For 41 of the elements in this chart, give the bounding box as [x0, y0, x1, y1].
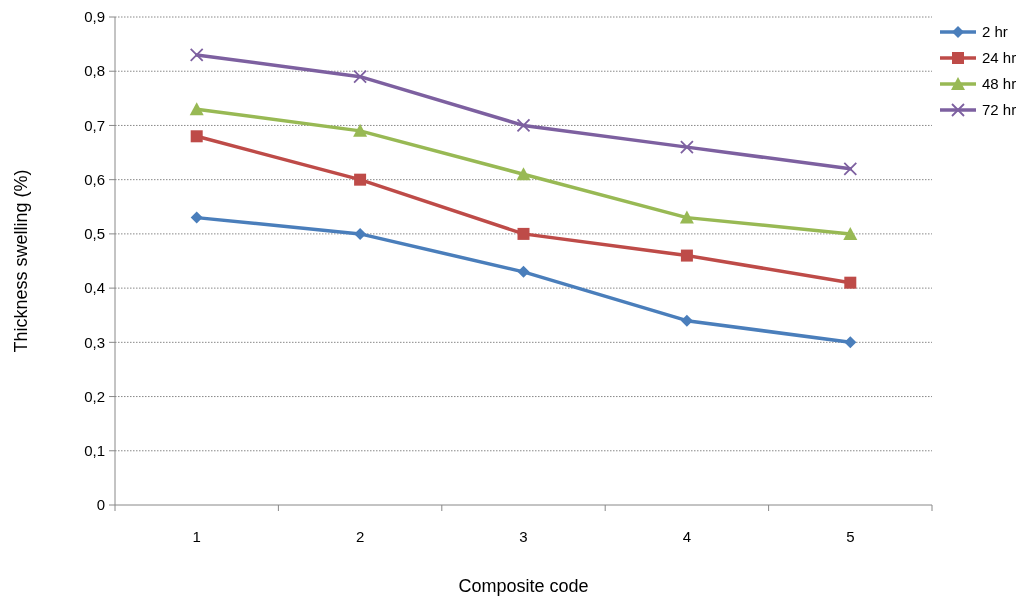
point — [189, 102, 204, 116]
point — [516, 118, 531, 133]
point — [354, 173, 367, 186]
y-tick-label: 0,3 — [84, 333, 105, 351]
point — [354, 227, 367, 240]
y-axis-title: Thickness swelling (%) — [11, 169, 31, 353]
legend-label: 2 hr — [982, 23, 1008, 41]
legend-label: 24 hr — [982, 49, 1017, 67]
point — [843, 161, 858, 176]
y-tick-label: 0,4 — [84, 279, 105, 297]
y-tick-label: 0,2 — [84, 387, 105, 405]
point — [516, 167, 531, 181]
x-tick-label: 2 — [355, 528, 365, 545]
legend-label: 72 hr — [982, 101, 1017, 119]
point — [680, 249, 693, 262]
point — [679, 210, 694, 224]
x-tick-label: 1 — [192, 528, 201, 545]
point — [517, 265, 530, 278]
point — [680, 314, 693, 327]
x-tick-label: 3 — [519, 528, 528, 545]
y-tick-label: 0,7 — [84, 116, 105, 134]
point — [844, 336, 857, 349]
x-tick-label: 5 — [846, 528, 855, 545]
point — [189, 48, 204, 62]
x-tick-label: 4 — [682, 528, 692, 545]
point — [353, 69, 367, 84]
legend-label: 48 hr — [982, 75, 1017, 93]
point — [190, 130, 203, 143]
point — [844, 276, 857, 289]
y-tick-label: 0,6 — [84, 170, 105, 188]
y-tick-label: 0,1 — [84, 442, 105, 460]
point — [680, 140, 694, 155]
y-tick-label: 0,8 — [84, 62, 105, 80]
point — [843, 226, 858, 240]
point — [517, 227, 530, 240]
y-tick-label: 0,9 — [84, 8, 105, 26]
point — [190, 211, 203, 224]
y-tick-label: 0 — [96, 496, 105, 514]
x-axis-title: Composite code — [458, 576, 589, 596]
y-tick-label: 0,5 — [84, 225, 105, 243]
point — [353, 123, 368, 137]
